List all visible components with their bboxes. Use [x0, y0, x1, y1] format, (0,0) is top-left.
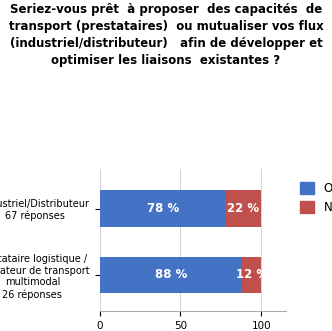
Bar: [100, 190, 226, 227]
Text: Seriez-vous prêt  à proposer  des capacités  de
transport (prestataires)  ou mut: Seriez-vous prêt à proposer des capacité…: [9, 3, 323, 67]
Bar: [226, 190, 261, 227]
Text: 22 %: 22 %: [227, 202, 260, 215]
Text: 88 %: 88 %: [155, 268, 187, 281]
Bar: [100, 257, 242, 293]
Legend: Oui, Non: Oui, Non: [295, 177, 332, 219]
Bar: [242, 257, 261, 293]
Text: 78 %: 78 %: [146, 202, 179, 215]
Text: 12 %: 12 %: [235, 268, 268, 281]
